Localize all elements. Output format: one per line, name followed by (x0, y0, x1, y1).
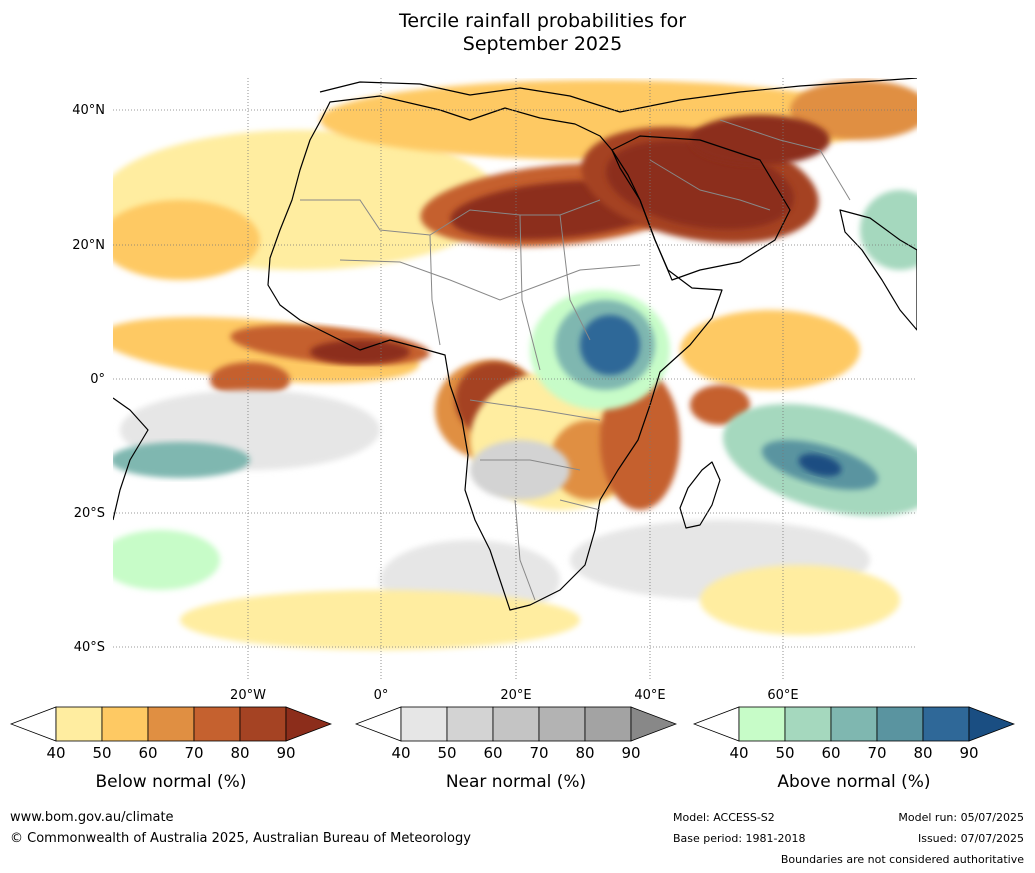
probability-region (690, 115, 830, 165)
colorbar-segment (784, 706, 832, 742)
tick-70: 70 (529, 744, 549, 762)
tick-40: 40 (391, 744, 411, 762)
colorbar-segment (492, 706, 540, 742)
colorbar-near-normal: 40 50 60 70 80 90 Near normal (%) (354, 706, 678, 792)
probability-region (310, 340, 410, 364)
probability-region (113, 530, 220, 590)
tick-60: 60 (138, 744, 158, 762)
colorbar-segment (738, 706, 786, 742)
tick-90: 90 (959, 744, 979, 762)
tick-80: 80 (913, 744, 933, 762)
probability-region (798, 453, 842, 477)
tick-80: 80 (230, 744, 250, 762)
probability-region (113, 442, 250, 478)
lat-label-40s: 40°S (73, 640, 105, 655)
colorbar-segment (400, 706, 448, 742)
colorbar-segment (147, 706, 195, 742)
model-run-date: Model run: 05/07/2025 (898, 811, 1024, 824)
colorbar-above-normal: 40 50 60 70 80 90 Above normal (%) (692, 706, 1016, 792)
probability-region (860, 190, 917, 270)
colorbar-below-normal-bar (9, 706, 333, 742)
colorbar-segment (55, 706, 103, 742)
base-period: Base period: 1981-2018 (673, 832, 806, 845)
graticule (113, 78, 917, 681)
lon-label-0: 0° (373, 688, 389, 703)
tick-80: 80 (575, 744, 595, 762)
chart-title: Tercile rainfall probabilities for Septe… (0, 10, 1035, 56)
tick-50: 50 (437, 744, 457, 762)
tick-90: 90 (621, 744, 641, 762)
probability-region (790, 80, 917, 140)
colorbar-below-normal-label: Below normal (%) (95, 772, 247, 792)
lon-label-40e: 40°E (634, 688, 666, 703)
colorbar-below-normal: 40 50 60 70 80 90 Below normal (%) (9, 706, 333, 792)
colorbar-segment (538, 706, 586, 742)
issued-date: Issued: 07/07/2025 (917, 832, 1024, 845)
colorbar-low-extend (9, 706, 57, 742)
lat-label-0: 0° (90, 372, 105, 387)
tick-70: 70 (867, 744, 887, 762)
colorbar-high-extend (968, 706, 1016, 742)
colorbar-segment (830, 706, 878, 742)
colorbar-segment (193, 706, 241, 742)
probability-region (690, 385, 750, 425)
colorbar-high-extend (285, 706, 333, 742)
lat-label-40n: 40°N (72, 103, 105, 118)
tick-70: 70 (184, 744, 204, 762)
tick-60: 60 (821, 744, 841, 762)
website-link[interactable]: www.bom.gov.au/climate (10, 810, 174, 825)
tick-40: 40 (729, 744, 749, 762)
colorbar-segment (876, 706, 924, 742)
probability-region (580, 315, 640, 375)
country-borders (300, 119, 851, 601)
tick-50: 50 (92, 744, 112, 762)
probability-region (113, 200, 260, 280)
tick-40: 40 (46, 744, 66, 762)
probability-region (700, 565, 900, 635)
colorbar-segment (922, 706, 970, 742)
probability-region (680, 310, 860, 390)
probability-region (180, 590, 580, 650)
colorbar-segment (446, 706, 494, 742)
colorbar-low-extend (692, 706, 740, 742)
colorbar-low-extend (354, 706, 402, 742)
lon-label-20w: 20°W (230, 688, 266, 703)
model-name: Model: ACCESS-S2 (673, 811, 775, 824)
lon-label-60e: 60°E (767, 688, 799, 703)
colorbar-above-normal-bar (692, 706, 1016, 742)
lat-label-20s: 20°S (73, 506, 105, 521)
colorbar-segment (101, 706, 149, 742)
colorbar-above-normal-label: Above normal (%) (777, 772, 931, 792)
colorbar-near-normal-label: Near normal (%) (445, 772, 587, 792)
coastlines (113, 78, 917, 611)
lon-label-20e: 20°E (500, 688, 532, 703)
colorbar-segment (584, 706, 632, 742)
tick-60: 60 (483, 744, 503, 762)
title-line-2: September 2025 (462, 33, 623, 55)
tick-90: 90 (276, 744, 296, 762)
title-line-1: Tercile rainfall probabilities for (398, 10, 687, 32)
colorbar-high-extend (630, 706, 678, 742)
probability-region (470, 440, 570, 500)
tick-50: 50 (775, 744, 795, 762)
colorbar-near-normal-bar (354, 706, 678, 742)
probability-region (210, 362, 290, 398)
colorbar-segment (239, 706, 287, 742)
copyright-text: © Commonwealth of Australia 2025, Austra… (10, 831, 471, 846)
boundaries-disclaimer: Boundaries are not considered authoritat… (780, 853, 1024, 866)
lat-label-20n: 20°N (72, 238, 105, 253)
